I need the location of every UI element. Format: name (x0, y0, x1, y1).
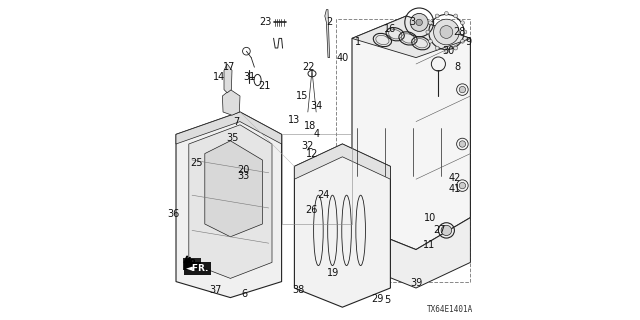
Polygon shape (205, 141, 262, 237)
Text: 29: 29 (371, 294, 384, 304)
Text: 30: 30 (442, 46, 454, 56)
Text: 26: 26 (305, 204, 317, 215)
Text: ◄FR.: ◄FR. (186, 264, 209, 273)
Text: 17: 17 (223, 62, 235, 72)
Circle shape (460, 141, 466, 147)
Circle shape (428, 21, 432, 25)
Text: 33: 33 (237, 171, 250, 181)
Text: 34: 34 (310, 100, 323, 111)
Text: 10: 10 (424, 212, 436, 223)
Text: 37: 37 (210, 284, 222, 295)
Text: 25: 25 (191, 158, 203, 168)
Text: 42: 42 (448, 172, 461, 183)
Text: 18: 18 (303, 121, 316, 132)
Text: 36: 36 (167, 209, 180, 220)
Circle shape (461, 39, 465, 43)
Text: 11: 11 (422, 240, 435, 250)
Polygon shape (294, 144, 390, 307)
Polygon shape (352, 16, 470, 58)
Text: 19: 19 (326, 268, 339, 278)
Circle shape (428, 39, 432, 43)
Text: 32: 32 (301, 140, 314, 151)
Circle shape (435, 46, 439, 50)
Text: TX64E1401A: TX64E1401A (428, 305, 474, 314)
Text: 21: 21 (258, 81, 270, 92)
Text: 15: 15 (296, 91, 308, 101)
Text: 2: 2 (326, 17, 333, 28)
Circle shape (463, 30, 467, 34)
Circle shape (410, 13, 428, 31)
Text: 41: 41 (448, 184, 461, 194)
Polygon shape (325, 10, 330, 58)
Text: 39: 39 (410, 278, 422, 288)
Circle shape (440, 26, 453, 38)
Text: 12: 12 (306, 148, 318, 159)
Polygon shape (224, 64, 232, 93)
Text: 3: 3 (410, 17, 416, 28)
Polygon shape (176, 112, 282, 298)
Text: 5: 5 (384, 295, 390, 305)
Polygon shape (294, 144, 390, 179)
Text: 28: 28 (453, 27, 465, 37)
Text: 20: 20 (237, 164, 250, 175)
Circle shape (461, 21, 465, 25)
Circle shape (416, 19, 422, 26)
Text: FR.: FR. (184, 260, 200, 268)
Ellipse shape (441, 225, 452, 236)
Text: 27: 27 (434, 225, 446, 236)
Circle shape (426, 30, 430, 34)
Text: 38: 38 (292, 284, 305, 295)
Polygon shape (189, 125, 272, 278)
Circle shape (454, 14, 458, 18)
Text: 31: 31 (243, 72, 256, 82)
Text: 9: 9 (466, 36, 472, 47)
Circle shape (434, 19, 460, 45)
Polygon shape (352, 16, 470, 250)
Text: 4: 4 (314, 129, 320, 140)
Text: 16: 16 (384, 24, 397, 34)
Polygon shape (176, 112, 282, 144)
Circle shape (454, 46, 458, 50)
Text: 1: 1 (355, 36, 362, 47)
Text: 35: 35 (227, 133, 239, 143)
Text: 13: 13 (287, 115, 300, 125)
Circle shape (460, 86, 466, 93)
Circle shape (444, 12, 448, 15)
Polygon shape (223, 90, 240, 115)
Text: 7: 7 (234, 116, 240, 127)
Text: 40: 40 (337, 52, 349, 63)
Text: 24: 24 (317, 190, 330, 200)
Text: 6: 6 (242, 289, 248, 299)
Text: 14: 14 (213, 72, 225, 82)
Circle shape (460, 182, 466, 189)
Text: 22: 22 (303, 62, 315, 72)
Text: 8: 8 (454, 62, 461, 72)
Polygon shape (352, 218, 470, 288)
Circle shape (444, 49, 448, 52)
Circle shape (435, 14, 439, 18)
Text: 23: 23 (259, 17, 272, 28)
